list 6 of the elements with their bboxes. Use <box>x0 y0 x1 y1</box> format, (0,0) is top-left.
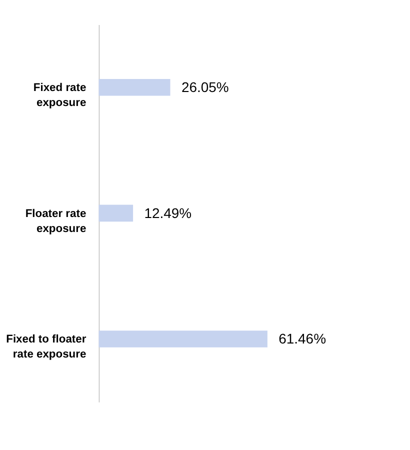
y-tick-label: Fixed to floater rate exposure <box>6 334 87 361</box>
data-label: 61.46% <box>278 330 326 347</box>
y-tick-label: Floater rate exposure <box>25 208 86 235</box>
y-tick-label: Fixed rate exposure <box>33 82 86 110</box>
data-label: 12.49% <box>144 204 192 221</box>
data-label: 26.05% <box>181 79 229 96</box>
